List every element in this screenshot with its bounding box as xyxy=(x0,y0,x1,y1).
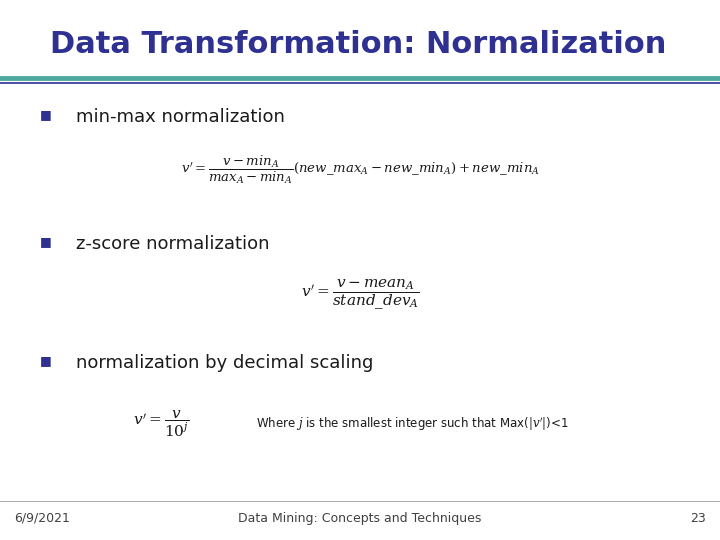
Text: $v'=\dfrac{v-mean_{A}}{stand\_dev_{A}}$: $v'=\dfrac{v-mean_{A}}{stand\_dev_{A}}$ xyxy=(300,278,420,311)
Text: ■: ■ xyxy=(40,108,51,121)
Text: $v'=\dfrac{v}{10^{j}}$: $v'=\dfrac{v}{10^{j}}$ xyxy=(133,409,189,439)
Text: 23: 23 xyxy=(690,512,706,525)
Text: ■: ■ xyxy=(40,235,51,248)
Text: $v'=\dfrac{v-min_{A}}{max_{A}-min_{A}}(new\_max_{A}-new\_min_{A})+new\_min_{A}$: $v'=\dfrac{v-min_{A}}{max_{A}-min_{A}}(n… xyxy=(181,154,539,186)
Text: min-max normalization: min-max normalization xyxy=(76,108,284,126)
Text: normalization by decimal scaling: normalization by decimal scaling xyxy=(76,354,373,372)
Text: Data Transformation: Normalization: Data Transformation: Normalization xyxy=(50,30,667,59)
Text: Where $j$ is the smallest integer such that Max($|v'|$)<1: Where $j$ is the smallest integer such t… xyxy=(256,415,568,433)
Text: ■: ■ xyxy=(40,354,51,367)
Text: z-score normalization: z-score normalization xyxy=(76,235,269,253)
Text: Data Mining: Concepts and Techniques: Data Mining: Concepts and Techniques xyxy=(238,512,482,525)
Text: 6/9/2021: 6/9/2021 xyxy=(14,512,71,525)
